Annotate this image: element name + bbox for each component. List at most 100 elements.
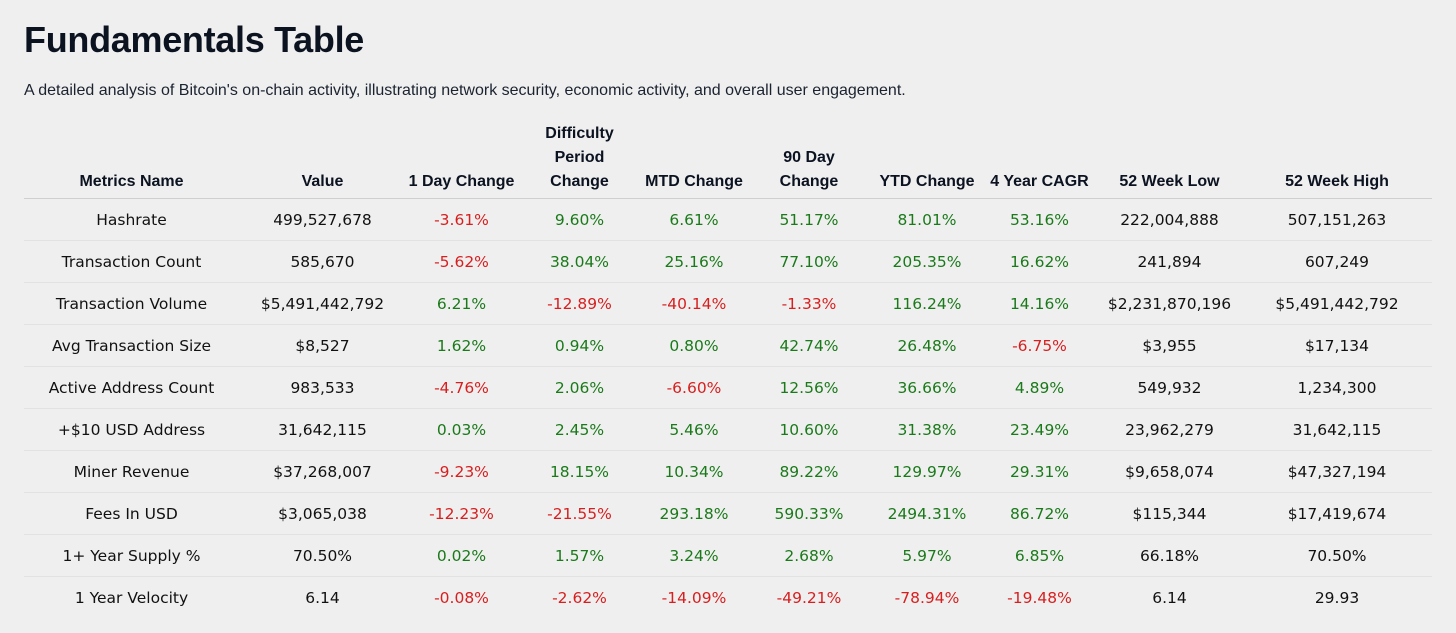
table-row: Hashrate 499,527,678 -3.61% 9.60% 6.61% 51.17… [24, 198, 1432, 241]
table-body: Hashrate 499,527,678 -3.61% 9.60% 6.61% 51.17… [24, 198, 1432, 619]
cell-4-year-cagr: 14.16% [982, 282, 1097, 325]
cell-value: $8,527 [239, 324, 406, 367]
cell-value: 499,527,678 [239, 198, 406, 241]
cell-metric-name: Transaction Count [24, 240, 239, 283]
table-header-row: Metrics Name Value 1 Day Change Difficul… [24, 122, 1432, 199]
column-header-52-week-high: 52 Week High [1242, 122, 1432, 199]
cell-4-year-cagr: 29.31% [982, 450, 1097, 493]
cell-ytd-change: 26.48% [872, 324, 982, 367]
cell-difficulty-period-change: 18.15% [517, 450, 642, 493]
cell-4-year-cagr: 6.85% [982, 534, 1097, 577]
table-row: Transaction Volume $5,491,442,792 6.21% -12… [24, 282, 1432, 325]
cell-1-day-change: 0.03% [406, 408, 517, 451]
cell-90-day-change: 10.60% [746, 408, 872, 451]
fundamentals-table: Metrics Name Value 1 Day Change Difficul… [24, 122, 1432, 618]
cell-90-day-change: 77.10% [746, 240, 872, 283]
column-header-1-day-change: 1 Day Change [406, 122, 517, 199]
table-row: Fees In USD $3,065,038 -12.23% -21.55% 293.1… [24, 492, 1432, 535]
cell-90-day-change: 2.68% [746, 534, 872, 577]
cell-difficulty-period-change: 1.57% [517, 534, 642, 577]
cell-ytd-change: 129.97% [872, 450, 982, 493]
cell-1-day-change: -4.76% [406, 366, 517, 409]
cell-4-year-cagr: 16.62% [982, 240, 1097, 283]
cell-4-year-cagr: 86.72% [982, 492, 1097, 535]
cell-4-year-cagr: 53.16% [982, 198, 1097, 241]
cell-value: 70.50% [239, 534, 406, 577]
cell-value: 983,533 [239, 366, 406, 409]
table-row: 1+ Year Supply % 70.50% 0.02% 1.57% 3.24% 2.6… [24, 534, 1432, 577]
cell-difficulty-period-change: -2.62% [552, 588, 607, 607]
cell-1-day-change: 6.21% [406, 282, 517, 325]
cell-1-day-change: -5.62% [406, 240, 517, 283]
page-title: Fundamentals Table [24, 19, 364, 60]
cell-1-day-change: -9.23% [406, 450, 517, 493]
cell-ytd-change: 31.38% [872, 408, 982, 451]
column-header-metrics-name: Metrics Name [24, 122, 239, 199]
cell-ytd-change: 81.01% [872, 198, 982, 241]
cell-metric-name: Miner Revenue [24, 450, 239, 493]
cell-metric-name: Active Address Count [24, 366, 239, 409]
cell-mtd-change: 293.18% [642, 492, 746, 535]
cell-52-week-high: 70.50% [1242, 534, 1432, 577]
page-subtitle: A detailed analysis of Bitcoin's on-chai… [24, 82, 906, 99]
cell-1-day-change: 0.02% [406, 534, 517, 577]
cell-metric-name: 1 Year Velocity [74, 588, 189, 607]
cell-90-day-change: -1.33% [746, 282, 872, 325]
cell-difficulty-period-change: -21.55% [517, 492, 642, 535]
cell-1-day-change: -0.08% [434, 588, 489, 607]
cell-ytd-change: 36.66% [872, 366, 982, 409]
cell-52-week-low: 549,932 [1097, 366, 1242, 409]
cell-metric-name: Transaction Volume [24, 282, 239, 325]
cell-value: $3,065,038 [239, 492, 406, 535]
cell-metric-name: Avg Transaction Size [24, 324, 239, 367]
cell-difficulty-period-change: 2.45% [517, 408, 642, 451]
column-header-ytd-change: YTD Change [872, 122, 982, 199]
cell-value: $5,491,442,792 [239, 282, 406, 325]
cell-4-year-cagr: 23.49% [982, 408, 1097, 451]
table-row: Active Address Count 983,533 -4.76% 2.06% -6… [24, 366, 1432, 409]
cell-90-day-change: 42.74% [746, 324, 872, 367]
cell-52-week-low: 66.18% [1097, 534, 1242, 577]
cell-52-week-high: 507,151,263 [1242, 198, 1432, 241]
column-header-52-week-low: 52 Week Low [1097, 122, 1242, 199]
cell-52-week-high: $17,419,674 [1242, 492, 1432, 535]
cell-52-week-low: 23,962,279 [1097, 408, 1242, 451]
cell-52-week-high: 1,234,300 [1242, 366, 1432, 409]
cell-mtd-change: 0.80% [642, 324, 746, 367]
cell-value: 585,670 [239, 240, 406, 283]
cell-metric-name: Hashrate [24, 198, 239, 241]
cell-difficulty-period-change: 2.06% [517, 366, 642, 409]
cell-mtd-change: 10.34% [642, 450, 746, 493]
cell-mtd-change: 5.46% [642, 408, 746, 451]
cell-90-day-change: 89.22% [746, 450, 872, 493]
cell-52-week-low: 6.14 [1152, 588, 1187, 607]
cell-52-week-low: 222,004,888 [1097, 198, 1242, 241]
column-header-mtd-change: MTD Change [642, 122, 746, 199]
cell-90-day-change: 590.33% [746, 492, 872, 535]
cell-52-week-low: $115,344 [1097, 492, 1242, 535]
cell-mtd-change: 3.24% [642, 534, 746, 577]
cell-metric-name: 1+ Year Supply % [24, 534, 239, 577]
cell-52-week-high: 607,249 [1242, 240, 1432, 283]
cell-value: 31,642,115 [239, 408, 406, 451]
cell-mtd-change: 25.16% [642, 240, 746, 283]
cell-52-week-high: 29.93 [1314, 588, 1360, 607]
cell-difficulty-period-change: 0.94% [517, 324, 642, 367]
table-row: 1 Year Velocity 6.14 -0.08% -2.62% -14.09% -4… [24, 577, 1432, 619]
column-header-difficulty-period-change: Difficulty Period Change [517, 122, 642, 199]
cell-4-year-cagr: -19.48% [1007, 588, 1072, 607]
cell-52-week-low: $3,955 [1097, 324, 1242, 367]
cell-52-week-high: $5,491,442,792 [1242, 282, 1432, 325]
cell-difficulty-period-change: 9.60% [517, 198, 642, 241]
cell-ytd-change: -78.94% [894, 588, 960, 607]
cell-metric-name: Fees In USD [24, 492, 239, 535]
cell-metric-name: +$10 USD Address [24, 408, 239, 451]
cell-52-week-high: $17,134 [1242, 324, 1432, 367]
cell-mtd-change: -40.14% [642, 282, 746, 325]
cell-difficulty-period-change: -12.89% [517, 282, 642, 325]
cell-ytd-change: 116.24% [872, 282, 982, 325]
column-header-90-day-change: 90 Day Change [746, 122, 872, 199]
cell-ytd-change: 5.97% [872, 534, 982, 577]
table-row: Transaction Count 585,670 -5.62% 38.04% 25.1… [24, 240, 1432, 283]
cell-ytd-change: 205.35% [872, 240, 982, 283]
